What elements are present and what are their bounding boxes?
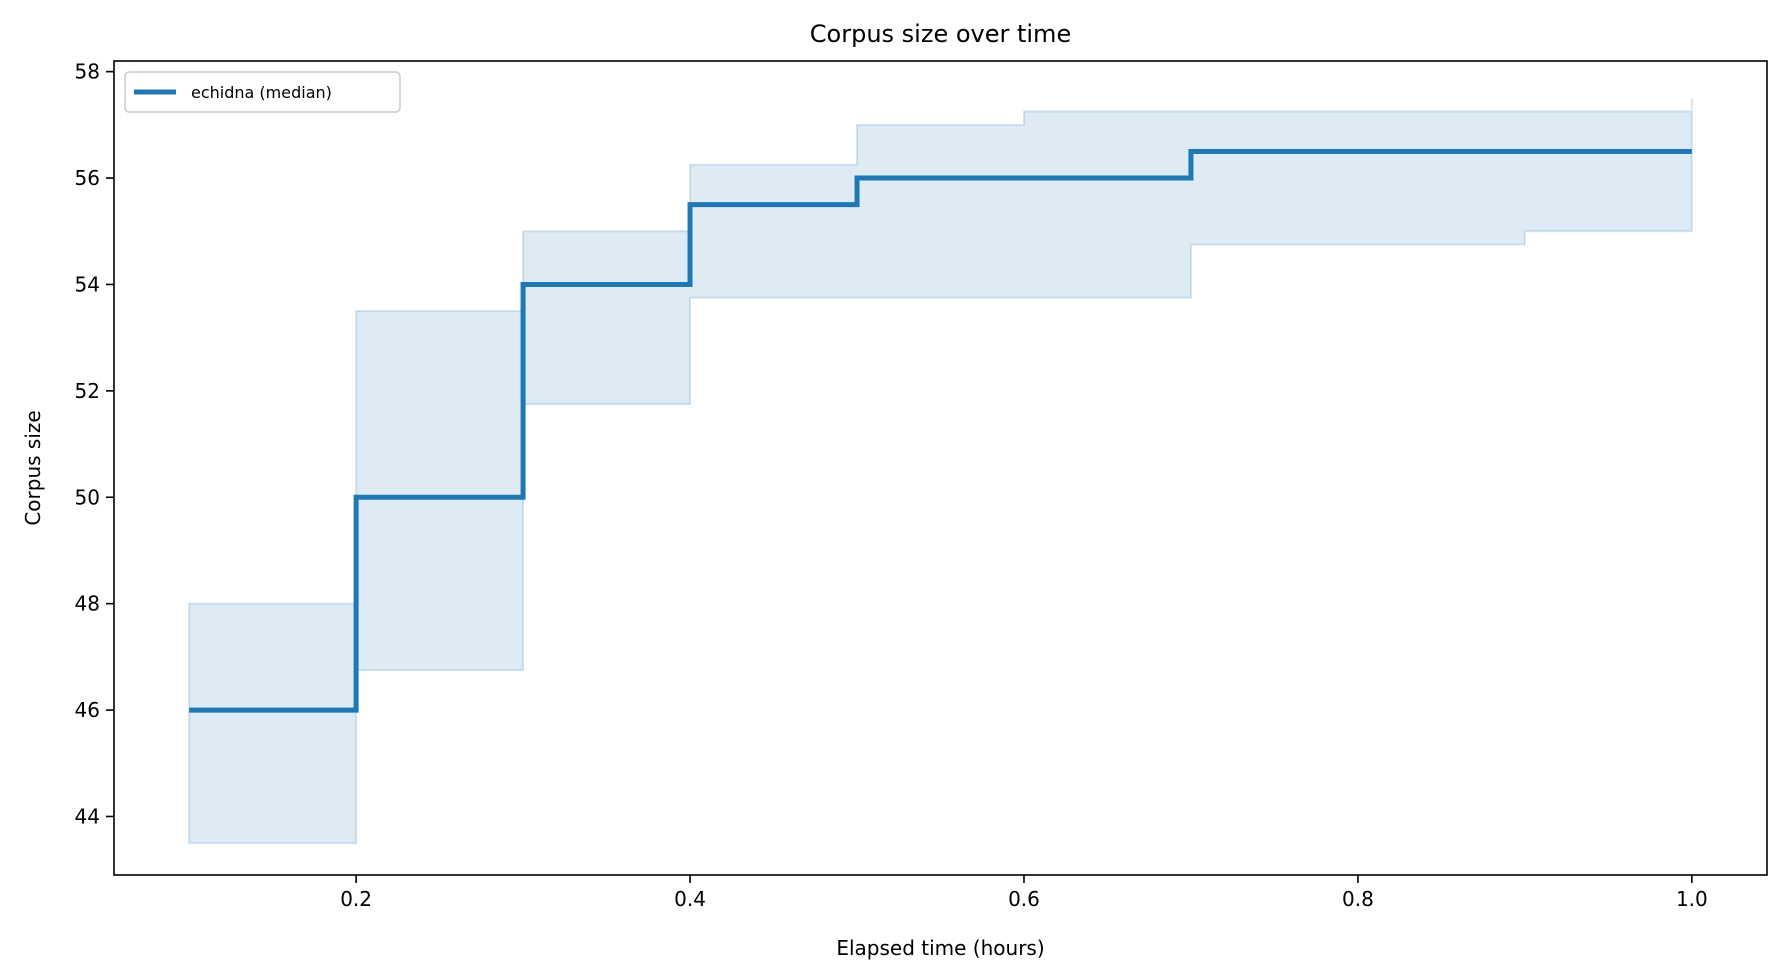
y-tick-label-1: 46 xyxy=(75,698,100,722)
y-tick-label-6: 56 xyxy=(75,166,100,190)
series-line-0 xyxy=(189,148,1692,713)
legend-label-0: echidna (median) xyxy=(191,83,332,102)
axes-layer: 0.2 0.4 0.6 0.8 1.0 44 46 48 50 52 54 56 58 xyxy=(75,60,1768,911)
x-axis-label: Elapsed time (hours) xyxy=(836,936,1044,960)
y-tick-label-3: 50 xyxy=(75,485,100,509)
legend-box xyxy=(124,71,401,113)
y-tick-label-5: 54 xyxy=(75,272,100,296)
axes-frame xyxy=(113,60,1768,876)
series-layer xyxy=(189,148,1692,713)
y-tick-label-4: 52 xyxy=(75,379,100,403)
x-tick-label-4: 1.0 xyxy=(1676,887,1708,911)
chart-title: Corpus size over time xyxy=(810,20,1071,48)
y-axis-label: Corpus size xyxy=(21,410,45,525)
x-tick-label-3: 0.8 xyxy=(1342,887,1374,911)
x-tick-label-1: 0.4 xyxy=(674,887,706,911)
y-tick-label-2: 48 xyxy=(75,592,100,616)
x-tick-label-0: 0.2 xyxy=(340,887,372,911)
y-tick-label-7: 58 xyxy=(75,60,100,84)
x-tick-label-2: 0.6 xyxy=(1008,887,1040,911)
legend: echidna (median) xyxy=(124,71,401,113)
y-tick-label-0: 44 xyxy=(75,804,100,828)
